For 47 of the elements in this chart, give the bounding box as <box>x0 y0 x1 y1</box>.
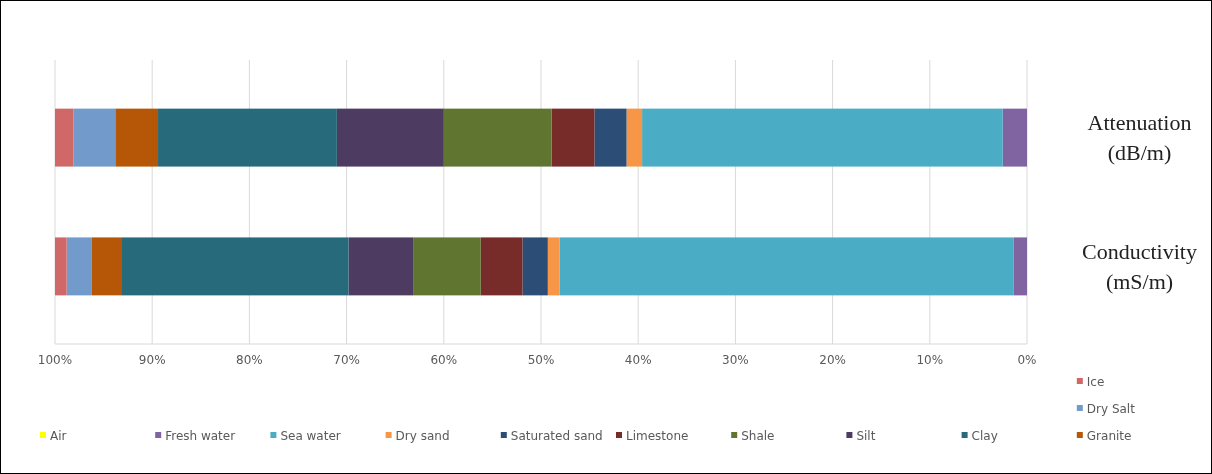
bar <box>158 108 337 167</box>
bar <box>55 237 67 296</box>
x-tick-label: 90% <box>138 353 166 367</box>
legend-label: Limestone <box>626 429 689 444</box>
legend-label: Clay <box>971 429 998 444</box>
x-tick-label: 30% <box>722 353 749 367</box>
x-tick-label: 70% <box>333 353 360 367</box>
x-tick-label: 10% <box>916 353 944 367</box>
bar <box>73 108 116 167</box>
bar <box>626 108 643 167</box>
y-tick-label: Conductivity (mS/m) <box>1082 239 1197 295</box>
x-tick-label: 80% <box>236 353 263 367</box>
legend-label: Fresh water <box>165 429 236 444</box>
legend-label: Sea water <box>280 429 341 444</box>
legend-label: Dry sand <box>395 429 450 444</box>
x-tick-label: 60% <box>430 353 458 367</box>
bar <box>480 237 523 296</box>
legend-label: Saturated sand <box>510 429 603 444</box>
x-tick-label: 50% <box>527 353 555 367</box>
bar <box>1002 108 1027 167</box>
legend-label: Ice <box>1086 375 1105 390</box>
bar <box>551 108 595 167</box>
bar <box>642 108 1003 167</box>
x-tick-label: 100% <box>37 353 73 367</box>
bar <box>336 108 444 167</box>
x-tick-label: 40% <box>624 353 652 367</box>
legend-label: Granite <box>1086 429 1132 444</box>
bar <box>1013 237 1027 296</box>
x-tick-label: 0% <box>1017 353 1037 367</box>
bar <box>443 108 552 167</box>
bar <box>115 108 159 167</box>
legend-label: Dry Salt <box>1086 402 1136 417</box>
bar <box>559 237 1014 296</box>
x-tick-label: 20% <box>819 353 846 367</box>
bar <box>121 237 349 296</box>
bar <box>348 237 414 296</box>
bar <box>547 237 560 296</box>
bar <box>522 237 548 296</box>
y-tick-label: Attenuation (dB/m) <box>1087 110 1192 166</box>
bar <box>413 237 481 296</box>
legend-label: Silt <box>856 429 876 444</box>
bar <box>594 108 627 167</box>
bar <box>91 237 122 296</box>
bar <box>66 237 92 296</box>
legend-label: Shale <box>741 429 775 444</box>
legend-label: Air <box>50 429 67 444</box>
bar <box>55 108 74 167</box>
